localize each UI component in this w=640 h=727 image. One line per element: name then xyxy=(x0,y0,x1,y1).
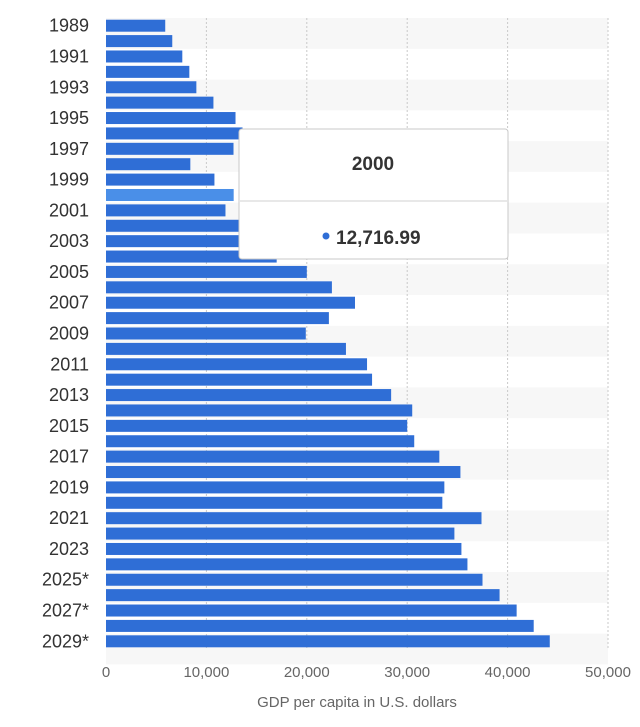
bar-2008[interactable] xyxy=(106,312,329,325)
x-axis-title: GDP per capita in U.S. dollars xyxy=(257,694,457,711)
bar-1996[interactable] xyxy=(106,127,243,140)
bar-1992[interactable] xyxy=(106,65,190,78)
tooltip: 2000 12,716.99 xyxy=(238,128,509,260)
bar-1997[interactable] xyxy=(106,142,234,155)
bar-2012[interactable] xyxy=(106,373,373,386)
bar-2022[interactable] xyxy=(106,527,455,540)
y-tick-label: 2019 xyxy=(49,477,89,497)
bar-2021[interactable] xyxy=(106,512,482,525)
bar-2007[interactable] xyxy=(106,296,355,309)
bar-1991[interactable] xyxy=(106,50,183,63)
y-tick-label: 2017 xyxy=(49,447,89,467)
bar-2009[interactable] xyxy=(106,327,306,340)
bar-2028-projected[interactable] xyxy=(106,619,534,632)
y-tick-label: 1993 xyxy=(49,77,89,97)
y-tick-label: 2021 xyxy=(49,508,89,528)
bar-1994[interactable] xyxy=(106,96,214,109)
bar-2025-projected[interactable] xyxy=(106,573,483,586)
bar-1989[interactable] xyxy=(106,19,166,32)
bar-2003[interactable] xyxy=(106,235,240,248)
y-tick-label: 2001 xyxy=(49,200,89,220)
bar-2015[interactable] xyxy=(106,419,408,432)
x-tick-label: 40,000 xyxy=(485,664,531,681)
y-tick-label: 2027* xyxy=(42,601,89,621)
bar-2019[interactable] xyxy=(106,481,445,494)
bar-1993[interactable] xyxy=(106,81,197,94)
bar-2020[interactable] xyxy=(106,496,443,509)
bar-2001[interactable] xyxy=(106,204,226,217)
bar-2011[interactable] xyxy=(106,358,368,371)
y-tick-label: 2007 xyxy=(49,293,89,313)
bar-2027-projected[interactable] xyxy=(106,604,517,617)
bar-2017[interactable] xyxy=(106,450,440,463)
bar-2013[interactable] xyxy=(106,389,392,402)
y-tick-label: 2005 xyxy=(49,262,89,282)
y-tick-label: 2011 xyxy=(50,354,89,374)
x-tick-label: 0 xyxy=(102,664,110,681)
y-tick-label: 2013 xyxy=(49,385,89,405)
y-tick-label: 2025* xyxy=(42,570,89,590)
bar-1998[interactable] xyxy=(106,158,191,171)
y-tick-label: 1989 xyxy=(49,16,89,36)
x-tick-label: 20,000 xyxy=(284,664,330,681)
y-tick-label: 2003 xyxy=(49,231,89,251)
x-tick-label: 10,000 xyxy=(183,664,229,681)
x-tick-label: 50,000 xyxy=(585,664,631,681)
tooltip-title: 2000 xyxy=(352,154,394,175)
y-tick-label: 1995 xyxy=(49,108,89,128)
bar-2005[interactable] xyxy=(106,265,307,278)
bar-2024-projected[interactable] xyxy=(106,558,468,571)
y-tick-label: 2009 xyxy=(49,324,89,344)
row-band xyxy=(106,18,608,49)
bar-2000[interactable] xyxy=(106,188,234,201)
tooltip-value: 12,716.99 xyxy=(336,228,421,249)
y-tick-label: 2015 xyxy=(49,416,89,436)
tooltip-series-marker xyxy=(322,232,330,240)
bar-1990[interactable] xyxy=(106,35,173,48)
bar-1999[interactable] xyxy=(106,173,215,186)
x-axis-tick-labels: 0 10,000 20,000 30,000 40,000 50,000 xyxy=(102,664,631,681)
bar-2026-projected[interactable] xyxy=(106,589,500,602)
bar-2002[interactable] xyxy=(106,219,240,232)
y-tick-label: 1991 xyxy=(49,46,89,66)
x-tick-label: 30,000 xyxy=(384,664,430,681)
y-tick-label: 1997 xyxy=(49,139,89,159)
y-tick-label: 2023 xyxy=(49,539,89,559)
y-axis-tick-labels: 1989 1991 1993 1995 1997 1999 2001 2003 2005 2007… xyxy=(42,16,89,652)
bar-2006[interactable] xyxy=(106,281,332,294)
bar-2023[interactable] xyxy=(106,542,462,555)
y-tick-label: 2029* xyxy=(42,631,89,651)
bar-2018[interactable] xyxy=(106,466,461,479)
bar-2004[interactable] xyxy=(106,250,277,263)
bar-2016[interactable] xyxy=(106,435,415,448)
bar-series[interactable] xyxy=(106,19,550,648)
bar-2010[interactable] xyxy=(106,342,346,355)
bar-2029-projected[interactable] xyxy=(106,635,550,648)
bar-2014[interactable] xyxy=(106,404,413,417)
y-tick-label: 1999 xyxy=(49,170,89,190)
tooltip-box xyxy=(238,128,509,260)
bar-1995[interactable] xyxy=(106,112,236,125)
